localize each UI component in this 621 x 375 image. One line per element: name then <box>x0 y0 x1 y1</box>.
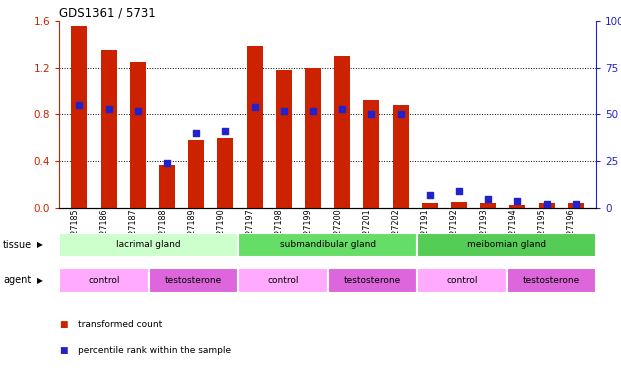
Bar <box>130 62 146 208</box>
Bar <box>305 68 321 208</box>
Bar <box>148 268 238 292</box>
Text: GDS1361 / 5731: GDS1361 / 5731 <box>59 6 156 20</box>
Text: testosterone: testosterone <box>343 276 401 285</box>
Point <box>571 201 581 207</box>
Text: submandibular gland: submandibular gland <box>279 240 376 249</box>
Text: GSM27192: GSM27192 <box>450 208 459 252</box>
Text: GSM27193: GSM27193 <box>479 208 488 252</box>
Text: testosterone: testosterone <box>523 276 580 285</box>
Text: GSM27196: GSM27196 <box>567 208 576 252</box>
Text: GSM27200: GSM27200 <box>333 208 342 252</box>
Bar <box>422 203 438 208</box>
Text: ▶: ▶ <box>37 276 43 285</box>
Text: ■: ■ <box>59 346 68 355</box>
Text: percentile rank within the sample: percentile rank within the sample <box>78 346 231 355</box>
Point <box>396 111 406 117</box>
Bar <box>509 205 525 208</box>
Bar <box>101 50 117 208</box>
Text: GSM27190: GSM27190 <box>216 208 225 252</box>
Text: GSM27199: GSM27199 <box>304 208 313 252</box>
Point <box>454 188 464 194</box>
Text: meibomian gland: meibomian gland <box>467 240 546 249</box>
Bar <box>507 268 596 292</box>
Text: GSM27189: GSM27189 <box>187 208 196 252</box>
Text: GSM27191: GSM27191 <box>421 208 430 252</box>
Text: control: control <box>88 276 119 285</box>
Bar <box>417 268 507 292</box>
Text: GSM27188: GSM27188 <box>158 208 167 252</box>
Bar <box>238 268 328 292</box>
Bar <box>71 27 88 208</box>
Text: GSM27194: GSM27194 <box>509 208 517 252</box>
Text: GSM27201: GSM27201 <box>363 208 371 252</box>
Text: GSM27202: GSM27202 <box>392 208 401 252</box>
Point <box>483 196 493 202</box>
Bar <box>480 203 496 208</box>
Bar <box>217 138 233 208</box>
Bar <box>238 232 417 257</box>
Text: GSM27195: GSM27195 <box>538 208 546 252</box>
Bar <box>392 105 409 208</box>
Text: control: control <box>267 276 299 285</box>
Point <box>104 106 114 112</box>
Text: GSM27186: GSM27186 <box>99 208 109 252</box>
Point <box>308 108 318 114</box>
Bar <box>159 165 175 208</box>
Bar <box>276 70 292 208</box>
Point <box>425 192 435 198</box>
Text: GSM27197: GSM27197 <box>245 208 255 252</box>
Text: tissue: tissue <box>3 240 32 250</box>
Point <box>366 111 376 117</box>
Text: ■: ■ <box>59 320 68 329</box>
Point <box>337 106 347 112</box>
Text: GSM27185: GSM27185 <box>70 208 79 252</box>
Bar <box>188 140 204 208</box>
Point <box>75 102 84 108</box>
Bar <box>417 232 596 257</box>
Point <box>250 104 260 110</box>
Bar <box>568 203 584 208</box>
Text: lacrimal gland: lacrimal gland <box>116 240 181 249</box>
Text: GSM27198: GSM27198 <box>274 208 284 252</box>
Text: transformed count: transformed count <box>78 320 162 329</box>
Point <box>220 128 230 134</box>
Bar <box>59 232 238 257</box>
Bar <box>363 100 379 208</box>
Point <box>279 108 289 114</box>
Point <box>133 108 143 114</box>
Bar <box>451 202 467 208</box>
Point <box>542 201 551 207</box>
Text: agent: agent <box>3 275 31 285</box>
Text: testosterone: testosterone <box>165 276 222 285</box>
Bar <box>334 56 350 208</box>
Bar <box>247 46 263 208</box>
Text: control: control <box>446 276 478 285</box>
Point <box>162 160 172 166</box>
Point <box>191 130 201 136</box>
Text: ▶: ▶ <box>37 240 43 249</box>
Bar <box>59 268 148 292</box>
Text: GSM27187: GSM27187 <box>129 208 138 252</box>
Point <box>512 198 522 204</box>
Bar <box>328 268 417 292</box>
Bar <box>538 203 555 208</box>
